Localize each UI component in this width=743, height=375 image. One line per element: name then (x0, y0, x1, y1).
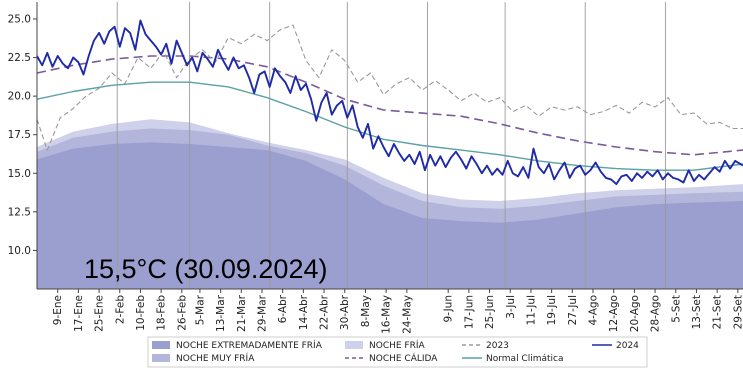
x-tick-label-30: 13-Set (691, 295, 703, 329)
x-tick-label-5: 18-Feb (156, 295, 168, 331)
x-tick-label-10: 29-Mar (256, 294, 268, 332)
legend-swatch-noche-fr-a (345, 341, 363, 349)
x-tick-label-24: 27-Jul (567, 295, 579, 325)
legend-label-2024: 2024 (616, 341, 639, 351)
x-tick-label-17: 24-May (401, 295, 413, 334)
x-tick-label-21: 3-Jul (505, 295, 517, 319)
x-tick-label-23: 19-Jul (546, 295, 558, 325)
legend-label-noche-fr-a: NOCHE FRÍA (369, 339, 426, 351)
axes-layer: 10.0 12.5 15.0 17.5 20.0 22.5 25.0 9-Ene 17-Ene 2… (8, 2, 743, 334)
x-tick-label-20: 25-Jun (484, 295, 496, 329)
legend-frame (147, 336, 648, 368)
legend-swatch-noche-muy-fr-a (152, 354, 170, 362)
x-tick-label-27: 20-Ago (629, 295, 641, 332)
x-tick-label-19: 17-Jun (463, 295, 475, 329)
series-2023 (36, 24, 743, 151)
x-tick-label-16: 16-May (381, 295, 393, 334)
series-2024 (36, 19, 743, 186)
x-tick-label-14: 30-Abr (339, 294, 351, 330)
x-tick-label-15: 8-May (360, 295, 372, 327)
y-tick-label-4: 20.0 (8, 91, 31, 103)
series-layer (36, 19, 743, 186)
x-tick-label-18: 9-Jun (443, 295, 455, 322)
x-tick-label-12: 14-Abr (298, 294, 310, 330)
current-temperature-annotation: 15,5°C (30.09.2024) (84, 254, 327, 284)
y-tick-label-3: 17.5 (8, 129, 31, 141)
x-tick-label-2: 25-Ene (94, 295, 106, 332)
x-tick-label-8: 13-Mar (215, 294, 227, 332)
y-tick-label-6: 25.0 (8, 13, 31, 25)
legend-label-2023: 2023 (486, 341, 509, 351)
y-tick-label-0: 10.0 (8, 245, 31, 257)
x-tick-label-22: 11-Jul (525, 295, 537, 325)
x-tick-label-3: 2-Feb (114, 295, 126, 324)
legend-label-noche-c-lida: NOCHE CÁLIDA (369, 352, 438, 364)
band-noche-extremadamente-fria (37, 142, 743, 289)
x-tick-label-0: 9-Ene (52, 295, 64, 325)
y-tick-label-1: 12.5 (8, 206, 31, 218)
x-tick-label-25: 4-Ago (588, 295, 600, 326)
x-tick-label-31: 21-Set (712, 295, 724, 329)
legend-label-noche-muy-fr-a: NOCHE MUY FRÍA (176, 352, 255, 364)
x-tick-label-26: 12-Ago (608, 295, 620, 332)
x-tick-label-1: 17-Ene (73, 295, 85, 332)
x-tick-label-32: 29-Set (732, 295, 743, 329)
series-normal-clim-tica (36, 81, 743, 171)
y-tick-label-2: 15.0 (8, 168, 31, 180)
x-tick-label-29: 5-Set (670, 295, 682, 323)
bands-layer (37, 119, 743, 289)
x-tick-label-6: 26-Feb (176, 295, 188, 331)
x-tick-label-11: 6-Abr (277, 294, 289, 323)
series-noche-c-lida (36, 55, 743, 156)
legend-label-noche-extremadamente-fr-a: NOCHE EXTREMADAMENTE FRÍA (176, 339, 323, 351)
x-tick-label-13: 22-Abr (319, 294, 331, 330)
x-tick-label-9: 21-Mar (236, 294, 248, 332)
legend-label-normal-clim-tica: Normal Climática (486, 354, 563, 364)
legend-swatch-noche-extremadamente-fr-a (152, 341, 170, 349)
x-tick-label-28: 28-Ago (650, 295, 662, 332)
y-tick-label-5: 22.5 (8, 52, 31, 64)
x-tick-label-4: 10-Feb (135, 295, 147, 331)
x-tick-label-7: 5-Mar (194, 294, 206, 325)
